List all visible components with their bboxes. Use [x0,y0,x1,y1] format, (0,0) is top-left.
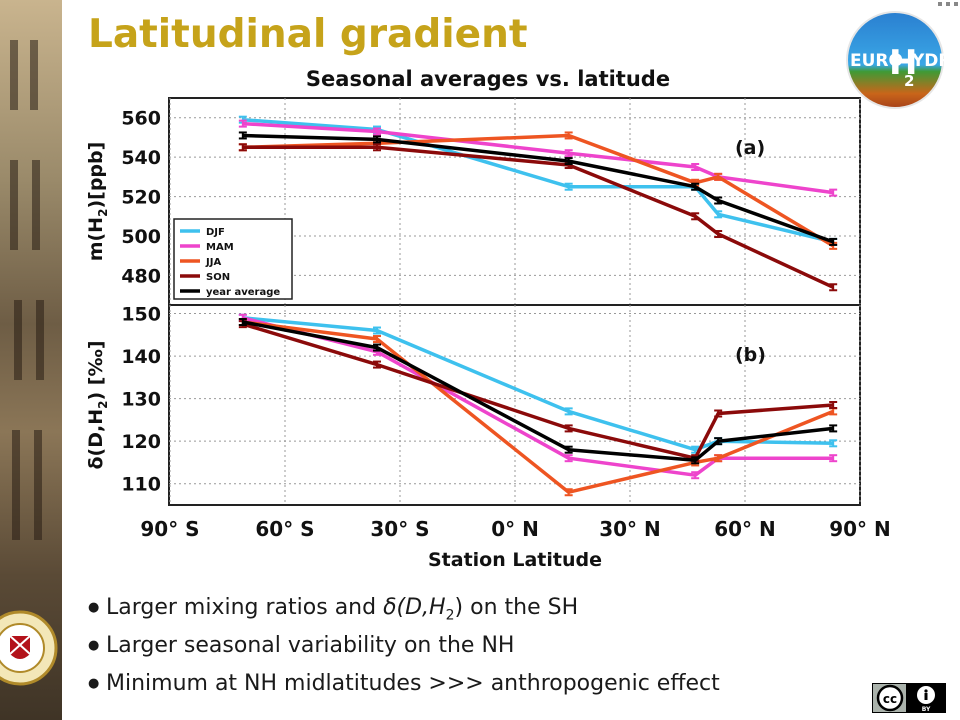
y-tick-label: 120 [121,431,161,453]
bullet-item: ● Larger seasonal variability on the NH [88,628,720,666]
page-title: Latitudinal gradient [88,12,528,57]
y-tick-label: 150 [121,304,161,326]
y-tick-label: 540 [121,147,161,169]
y-tick-label: 560 [121,108,161,130]
x-tick-label: 30° S [370,517,429,541]
svg-text:BY: BY [922,706,931,713]
bullet-text-end: ) on the SH [454,595,579,620]
series-line-year-average [242,133,834,244]
bullet-text: Minimum at NH midlatitudes >>> anthropog… [106,671,720,696]
x-tick-label: 30° N [599,517,661,541]
bullet-delta: δ(D,H [383,595,446,620]
x-tick-label: 90° N [829,517,891,541]
legend-label: SON [206,272,230,283]
creative-commons-license-icon: cc BY [872,683,946,713]
y-tick-label: 140 [121,346,161,368]
y-axis-label: δ(D,H2) [‰] [85,340,110,469]
series-line-djf [242,316,834,452]
series-line-mam [242,316,834,477]
background-tower-photo [0,0,62,720]
bullet-dot-icon: ● [88,676,100,691]
x-tick-label: 0° N [491,517,539,541]
x-tick-label: 90° S [140,517,199,541]
svg-text:YDROS: YDROS [911,51,948,71]
x-tick-label: 60° S [255,517,314,541]
x-tick-label: 60° N [714,517,776,541]
bullet-dot-icon: ● [88,600,100,615]
series-line-son [242,322,834,460]
series-line-djf [242,117,834,244]
latitude-chart: Seasonal averages vs. latitude Station L… [85,67,891,571]
series-line-year-average [242,320,834,463]
legend-label: JJA [205,257,221,268]
eurohydros-logo-icon: EURO H YDROS 2 [846,11,948,109]
svg-text:EURO: EURO [850,51,903,71]
svg-text:2: 2 [904,72,914,90]
legend-label: year average [206,287,280,298]
bullet-dot-icon: ● [88,638,100,653]
corner-pattern-icon [936,0,960,10]
chart-title: Seasonal averages vs. latitude [306,67,670,91]
university-seal-icon [0,610,58,686]
bullet-item: ● Minimum at NH midlatitudes >>> anthropo… [88,666,720,704]
legend-label: MAM [206,242,234,253]
bullet-text: Larger mixing ratios and [106,595,384,620]
bullet-item: ● Larger mixing ratios and δ(D,H2) on the… [88,590,720,628]
bullet-subscript: 2 [445,607,455,624]
y-tick-label: 110 [121,474,161,496]
panel-label: (a) [735,137,765,159]
series-line-jja [242,133,835,248]
y-tick-label: 520 [121,187,161,209]
svg-text:cc: cc [883,692,897,706]
legend-label: DJF [206,227,225,238]
y-tick-label: 500 [121,226,161,248]
y-tick-label: 480 [121,265,161,287]
series-line-jja [242,320,834,494]
svg-text:H: H [889,43,917,83]
series-line-son [242,145,834,289]
bullet-list: ● Larger mixing ratios and δ(D,H2) on the… [88,590,720,704]
bullet-text: Larger seasonal variability on the NH [106,633,515,658]
y-tick-label: 130 [121,389,161,411]
panel-label: (b) [735,344,766,366]
y-axis-label: m(H2)[ppb] [85,142,110,262]
x-axis-label: Station Latitude [428,549,602,571]
